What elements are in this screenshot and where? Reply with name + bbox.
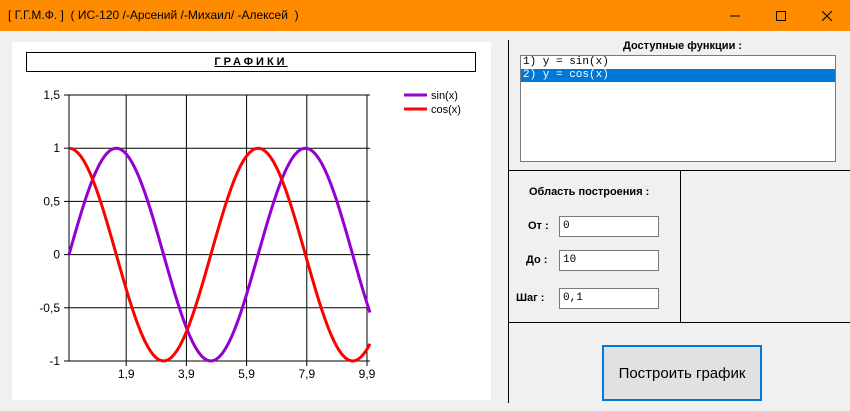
region-label: Область построения : — [529, 186, 650, 198]
title-bar[interactable]: [ Г.Г.М.Ф. ] ( ИС-120 /-Арсений /-Михаил… — [0, 0, 850, 31]
maximize-icon — [776, 10, 786, 21]
minimize-icon — [730, 15, 740, 16]
to-input[interactable]: 10 — [559, 250, 659, 271]
maximize-button[interactable] — [758, 0, 804, 31]
x-tick-label: 1,9 — [118, 367, 135, 381]
to-label: До : — [526, 254, 548, 266]
series-line-sin — [67, 146, 372, 363]
function-item-sin[interactable]: 1) y = sin(x) — [523, 56, 609, 68]
minimize-button[interactable] — [712, 0, 758, 31]
panel-divider — [508, 322, 850, 323]
close-button[interactable] — [804, 0, 850, 31]
panel-divider — [680, 170, 681, 322]
legend-label-sin: sin(x) — [431, 90, 458, 102]
from-input[interactable]: 0 — [559, 216, 659, 237]
y-tick-label: -1 — [49, 354, 60, 368]
y-tick-label: 1,5 — [43, 88, 60, 102]
x-tick-label: 5,9 — [238, 367, 255, 381]
y-tick-label: -0,5 — [39, 301, 60, 315]
window-title: [ Г.Г.М.Ф. ] ( ИС-120 /-Арсений /-Михаил… — [8, 8, 299, 22]
step-input[interactable]: 0,1 — [559, 288, 659, 309]
functions-listbox[interactable]: 1) y = sin(x) 2) y = cos(x) — [520, 55, 836, 162]
y-tick-label: 0 — [53, 248, 60, 262]
x-tick-label: 7,9 — [298, 367, 315, 381]
legend-label-cos: cos(x) — [431, 104, 461, 116]
chart-area: ГРАФИКИ -1 -0,5 0 0,5 1 1,5 1,9 3,9 5,9 7,9 9,9 sin… — [12, 42, 491, 400]
from-label: От : — [528, 220, 549, 232]
step-label: Шаг : — [516, 292, 545, 304]
function-item-cos[interactable]: 2) y = cos(x) — [521, 69, 835, 82]
close-icon — [822, 10, 832, 21]
chart-plot: -1 -0,5 0 0,5 1 1,5 1,9 3,9 5,9 7,9 9,9 sin(x) cos(x… — [39, 88, 461, 381]
x-tick-label: 3,9 — [178, 367, 195, 381]
chart-title: ГРАФИКИ — [26, 52, 476, 72]
panel-divider — [508, 170, 850, 171]
x-tick-label: 9,9 — [359, 367, 376, 381]
build-chart-button[interactable]: Построить график — [602, 345, 762, 401]
y-tick-label: 1 — [53, 141, 60, 155]
y-tick-label: 0,5 — [43, 194, 60, 208]
panel-divider — [508, 40, 509, 403]
functions-label: Доступные функции : — [623, 40, 743, 52]
series-line-cos — [68, 146, 372, 363]
